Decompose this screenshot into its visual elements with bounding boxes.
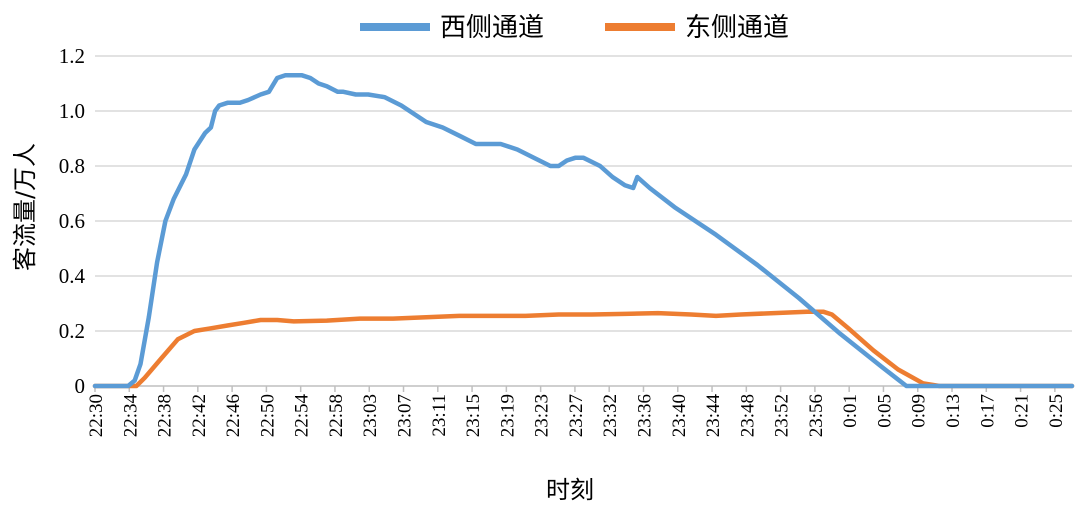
x-tick-label: 22:30	[86, 394, 107, 437]
x-tick-label: 0:17	[977, 394, 998, 428]
x-tick-label: 23:52	[772, 394, 793, 437]
x-axis: 22:30 22:34 22:38 22:42 22:46 22:50 22:54 22:58…	[86, 385, 1072, 438]
y-tick-label: 0.4	[59, 264, 86, 288]
series-line-west	[92, 73, 1075, 389]
x-tick-label: 23:15	[463, 394, 484, 437]
x-tick-label: 23:11	[429, 394, 450, 437]
x-tick-label: 0:01	[840, 394, 861, 428]
series-line-east	[92, 309, 1075, 389]
x-tick-label: 23:07	[395, 394, 416, 437]
y-tick-label: 0.6	[59, 209, 85, 233]
x-tick-label: 23:32	[600, 394, 621, 437]
x-axis-label: 时刻	[546, 476, 594, 504]
x-tick-label: 23:27	[566, 394, 587, 437]
x-tick-label: 22:54	[292, 394, 313, 438]
legend: 西侧通道 东侧通道	[360, 13, 789, 43]
x-tick-label: 23:23	[532, 394, 553, 437]
legend-label-west: 西侧通道	[440, 13, 544, 43]
x-tick-label: 22:46	[223, 394, 244, 437]
x-tick-label: 22:38	[155, 394, 176, 437]
x-tick-label: 23:36	[634, 394, 655, 437]
x-tick-label: 0:09	[909, 394, 930, 428]
x-tick-label: 23:44	[703, 394, 724, 438]
gridlines	[95, 55, 1072, 332]
x-tick-label: 22:34	[120, 394, 141, 438]
x-tick-label: 23:40	[669, 394, 690, 437]
x-tick-label: 0:25	[1046, 394, 1067, 428]
x-tick-label: 22:50	[257, 394, 278, 437]
y-tick-label: 0.8	[59, 154, 85, 178]
legend-label-east: 东侧通道	[685, 13, 789, 43]
y-axis-label: 客流量/万人	[11, 143, 39, 271]
x-tick-label: 0:13	[943, 394, 964, 428]
x-tick-label: 22:58	[326, 394, 347, 437]
x-tick-label: 0:21	[1012, 394, 1033, 428]
x-tick-label: 22:42	[189, 394, 210, 437]
x-tick-label: 23:48	[737, 394, 758, 437]
x-tick-label: 23:19	[497, 394, 518, 437]
y-tick-label: 0	[75, 374, 86, 398]
y-axis-ticks: 0 0.2 0.4 0.6 0.8 1.0 1.2	[59, 44, 86, 398]
y-tick-label: 1.2	[59, 44, 85, 68]
x-tick-label: 23:56	[806, 394, 827, 437]
series-lines	[92, 73, 1075, 389]
x-tick-label: 0:05	[874, 394, 895, 428]
y-tick-label: 0.2	[59, 319, 85, 343]
x-tick-label: 23:03	[360, 394, 381, 437]
y-tick-label: 1.0	[59, 99, 85, 123]
